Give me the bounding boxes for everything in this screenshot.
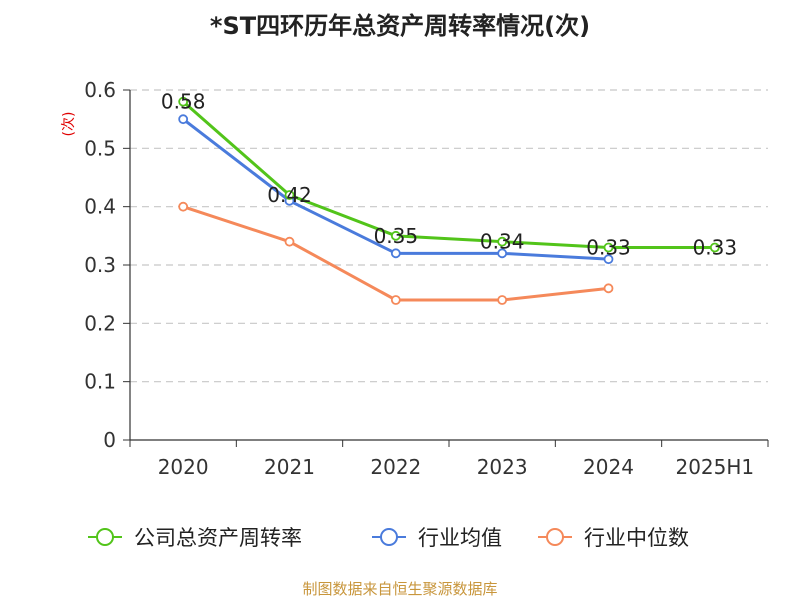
x-tick-label: 2021 — [264, 455, 315, 479]
series-line — [181, 100, 717, 249]
data-label: 0.35 — [374, 224, 419, 248]
data-point — [178, 114, 189, 125]
legend-marker — [96, 528, 114, 546]
data-point — [497, 295, 508, 305]
y-tick-label: 0 — [103, 428, 116, 452]
data-point — [497, 236, 508, 247]
data-label: 0.33 — [693, 236, 738, 260]
x-tick-label: 2023 — [477, 455, 528, 479]
x-tick-label: 2022 — [370, 455, 421, 479]
data-point — [284, 236, 295, 247]
data-point — [284, 190, 295, 200]
data-labels: 0.58 0.42 0.35 0.34 0.33 0.33 — [161, 90, 737, 260]
legend-label: 行业均值 — [418, 526, 502, 550]
data-point — [390, 295, 401, 305]
y-axis-label: (次) — [61, 112, 77, 137]
source-note: 制图数据来自恒生聚源数据库 — [302, 580, 497, 598]
series-group — [178, 96, 720, 305]
data-point — [390, 230, 401, 241]
grid-lines — [130, 89, 768, 383]
y-tick-label: 0.3 — [84, 253, 116, 277]
x-tick-label: 2025H1 — [675, 455, 754, 479]
legend-label: 公司总资产周转率 — [134, 526, 302, 550]
y-tick-label: 0.1 — [84, 370, 116, 394]
data-label: 0.33 — [586, 236, 631, 260]
data-point — [497, 248, 508, 259]
data-label: 0.42 — [267, 183, 312, 207]
data-label: 0.58 — [161, 90, 206, 114]
legend-label: 行业中位数 — [584, 526, 689, 550]
data-point — [178, 96, 189, 107]
y-tick-label: 0.5 — [84, 136, 116, 160]
data-point — [709, 242, 720, 253]
x-tick-label: 2024 — [583, 455, 634, 479]
data-point — [603, 283, 614, 294]
data-point — [178, 201, 189, 212]
chart-title: *ST四环历年总资产周转率情况(次) — [210, 12, 590, 40]
legend: 公司总资产周转率 行业均值 行业中位数 — [88, 526, 689, 550]
y-tick-label: 0.4 — [84, 195, 116, 219]
data-point — [390, 248, 401, 259]
data-label: 0.34 — [480, 230, 525, 254]
data-point — [603, 242, 614, 253]
legend-marker — [546, 528, 564, 546]
data-point — [603, 254, 614, 265]
y-tick-label: 0.6 — [84, 78, 116, 102]
axes: 0 0.1 0.2 0.3 0.4 0.5 0.6 2020 2021 2022 2023 2024 2… — [84, 78, 769, 479]
x-tick-label: 2020 — [158, 455, 209, 479]
legend-marker — [380, 528, 398, 546]
y-tick-label: 0.2 — [84, 311, 116, 335]
